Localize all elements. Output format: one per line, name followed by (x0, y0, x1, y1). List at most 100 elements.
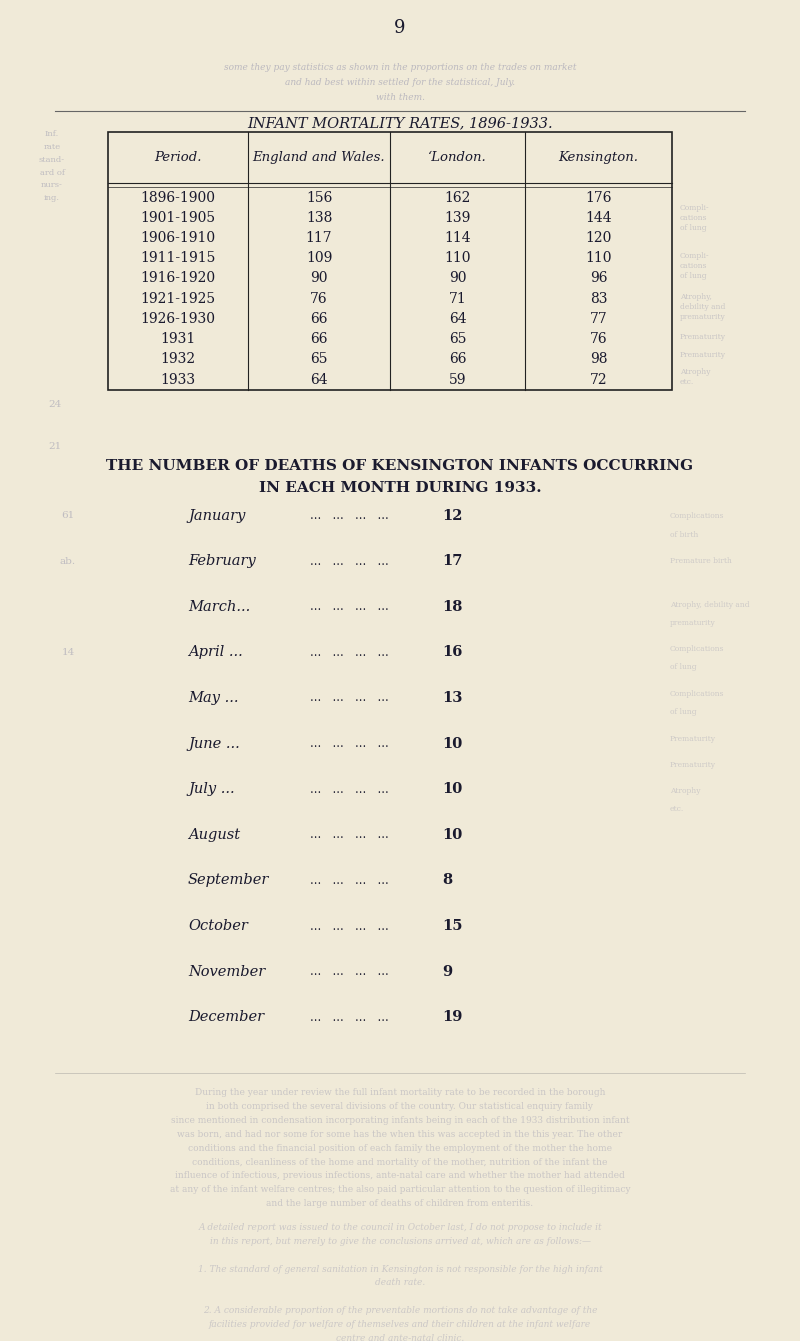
Text: During the year under review the full infant mortality rate to be recorded in th: During the year under review the full in… (194, 1088, 606, 1097)
Text: ing.: ing. (44, 194, 60, 202)
Text: 1901-1905: 1901-1905 (141, 211, 215, 225)
Text: Prematurity: Prematurity (670, 762, 716, 770)
Text: and the large number of deaths of children from enteritis.: and the large number of deaths of childr… (266, 1199, 534, 1208)
Text: Compli-: Compli- (680, 252, 710, 260)
Text: 18: 18 (442, 599, 462, 614)
Text: 98: 98 (590, 353, 607, 366)
Text: December: December (188, 1010, 264, 1025)
Text: November: November (188, 964, 266, 979)
Text: Complications: Complications (670, 511, 725, 519)
Text: 90: 90 (449, 271, 466, 286)
Text: cations: cations (680, 215, 707, 223)
Text: 13: 13 (442, 691, 462, 705)
Text: Prematurity: Prematurity (670, 735, 716, 743)
Text: of birth: of birth (670, 531, 698, 539)
Text: Atrophy,: Atrophy, (680, 294, 712, 302)
Text: ...   ...   ...   ...: ... ... ... ... (310, 601, 389, 613)
Text: 10: 10 (442, 827, 462, 842)
Text: ard of: ard of (39, 169, 65, 177)
Text: 8: 8 (442, 873, 452, 888)
Text: 1916-1920: 1916-1920 (141, 271, 215, 286)
Text: April ...: April ... (188, 645, 242, 660)
Bar (108, 131, 672, 390)
Text: in this report, but merely to give the conclusions arrived at, which are as foll: in this report, but merely to give the c… (210, 1236, 590, 1246)
Text: 1906-1910: 1906-1910 (141, 231, 215, 245)
Text: etc.: etc. (670, 805, 684, 813)
Text: August: August (188, 827, 240, 842)
Text: with them.: with them. (375, 93, 425, 102)
Text: 76: 76 (590, 333, 607, 346)
Text: 110: 110 (444, 251, 470, 266)
Text: 24: 24 (48, 400, 62, 409)
Text: ...   ...   ...   ...: ... ... ... ... (310, 966, 389, 978)
Text: some they pay statistics as shown in the proportions on the trades on market: some they pay statistics as shown in the… (224, 63, 576, 72)
Text: 76: 76 (310, 291, 328, 306)
Text: Kensington.: Kensington. (558, 152, 638, 164)
Text: 96: 96 (590, 271, 607, 286)
Text: 162: 162 (444, 190, 470, 204)
Text: 12: 12 (442, 508, 462, 523)
Text: etc.: etc. (680, 378, 694, 386)
Text: 15: 15 (442, 919, 462, 933)
Text: 10: 10 (442, 736, 462, 751)
Text: 66: 66 (310, 333, 328, 346)
Text: since mentioned in condensation incorporating infants being in each of the 1933 : since mentioned in condensation incorpor… (170, 1116, 630, 1125)
Text: ...   ...   ...   ...: ... ... ... ... (310, 510, 389, 522)
Text: 21: 21 (48, 441, 62, 451)
Text: ...   ...   ...   ...: ... ... ... ... (310, 646, 389, 658)
Text: stand-: stand- (39, 156, 65, 164)
Text: January: January (188, 508, 246, 523)
Text: ...   ...   ...   ...: ... ... ... ... (310, 920, 389, 932)
Text: A detailed report was issued to the council in October last, I do not propose to: A detailed report was issued to the coun… (198, 1223, 602, 1232)
Text: facilities provided for welfare of themselves and their children at the infant w: facilities provided for welfare of thems… (209, 1320, 591, 1329)
Text: 114: 114 (444, 231, 471, 245)
Text: ...   ...   ...   ...: ... ... ... ... (310, 783, 389, 795)
Text: ab.: ab. (60, 557, 76, 566)
Text: 61: 61 (62, 511, 74, 520)
Text: 2. A considerable proportion of the preventable mortions do not take advantage o: 2. A considerable proportion of the prev… (202, 1306, 598, 1316)
Text: Period.: Period. (154, 152, 202, 164)
Text: 17: 17 (442, 554, 462, 569)
Text: 64: 64 (310, 373, 328, 386)
Text: of lung: of lung (680, 224, 706, 232)
Text: 66: 66 (310, 312, 328, 326)
Text: 139: 139 (444, 211, 470, 225)
Text: 10: 10 (442, 782, 462, 797)
Text: October: October (188, 919, 248, 933)
Text: Complications: Complications (670, 691, 725, 699)
Text: February: February (188, 554, 256, 569)
Text: ...   ...   ...   ...: ... ... ... ... (310, 692, 389, 704)
Text: 1. The standard of general sanitation in Kensington is not responsible for the h: 1. The standard of general sanitation in… (198, 1265, 602, 1274)
Text: ...   ...   ...   ...: ... ... ... ... (310, 1011, 389, 1023)
Text: conditions, cleanliness of the home and mortality of the mother, nutrition of th: conditions, cleanliness of the home and … (192, 1157, 608, 1167)
Text: 110: 110 (586, 251, 612, 266)
Text: conditions and the financial position of each family the employment of the mothe: conditions and the financial position of… (188, 1144, 612, 1153)
Text: and had best within settled for the statistical, July.: and had best within settled for the stat… (285, 78, 515, 87)
Text: 19: 19 (442, 1010, 462, 1025)
Text: at any of the infant welfare centres; the also paid particular attention to the : at any of the infant welfare centres; th… (170, 1185, 630, 1195)
Text: of lung: of lung (680, 272, 706, 280)
Text: ...   ...   ...   ...: ... ... ... ... (310, 738, 389, 750)
Text: 71: 71 (449, 291, 466, 306)
Text: 90: 90 (310, 271, 328, 286)
Text: 1921-1925: 1921-1925 (141, 291, 215, 306)
Text: 72: 72 (590, 373, 607, 386)
Text: 64: 64 (449, 312, 466, 326)
Text: 1896-1900: 1896-1900 (141, 190, 215, 204)
Text: 176: 176 (586, 190, 612, 204)
Text: 1931: 1931 (160, 333, 196, 346)
Text: Compli-: Compli- (680, 204, 710, 212)
Text: IN EACH MONTH DURING 1933.: IN EACH MONTH DURING 1933. (258, 481, 542, 495)
Text: 83: 83 (590, 291, 607, 306)
Text: ...   ...   ...   ...: ... ... ... ... (310, 829, 389, 841)
Text: March...: March... (188, 599, 250, 614)
Text: May ...: May ... (188, 691, 238, 705)
Text: ...   ...   ...   ...: ... ... ... ... (310, 555, 389, 567)
Text: 144: 144 (585, 211, 612, 225)
Text: Premature birth: Premature birth (670, 557, 732, 565)
Text: ...   ...   ...   ...: ... ... ... ... (310, 874, 389, 886)
Text: 9: 9 (394, 19, 406, 36)
Text: death rate.: death rate. (375, 1278, 425, 1287)
Text: influence of infectious, previous infections, ante-natal care and whether the mo: influence of infectious, previous infect… (175, 1172, 625, 1180)
Text: 109: 109 (306, 251, 332, 266)
